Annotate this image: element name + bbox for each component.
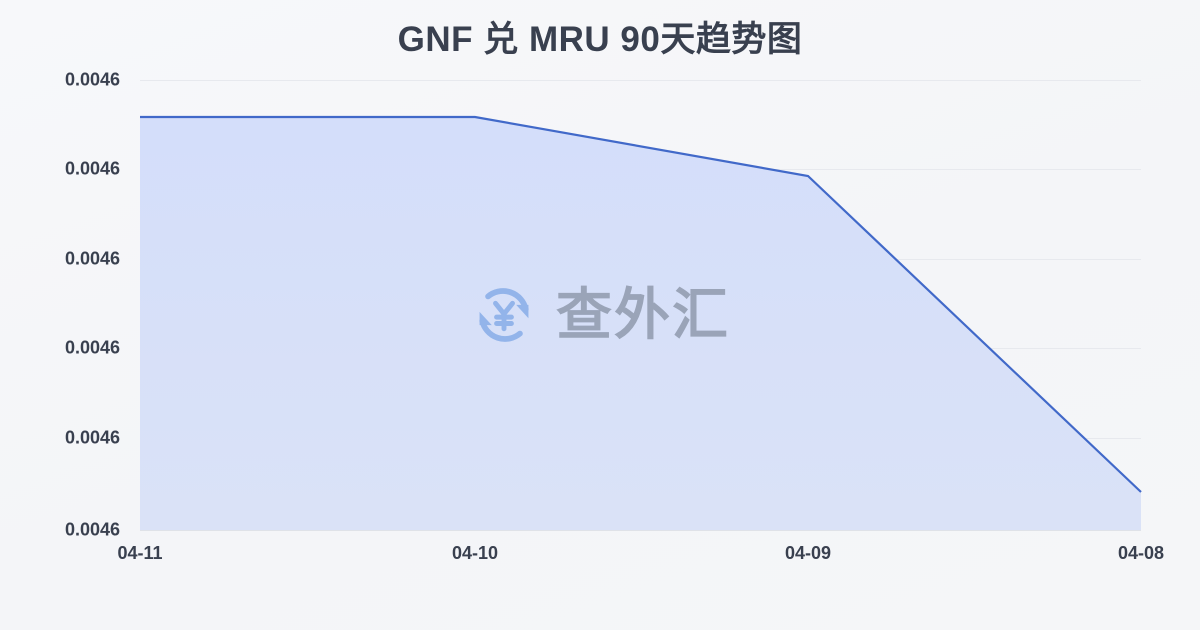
x-axis-tick-label: 04-09 <box>784 543 832 563</box>
x-axis-tick-label: 04-10 <box>451 543 499 563</box>
x-axis-tick-label: 04-11 <box>117 543 163 563</box>
gridline <box>140 530 1141 531</box>
gridline <box>140 348 1141 349</box>
gridline <box>140 169 1141 170</box>
y-axis-tick-label: 0.0046 <box>64 69 120 90</box>
y-axis-tick-label: 0.0046 <box>64 337 120 358</box>
plot-area <box>140 80 1141 531</box>
gridline <box>140 259 1141 260</box>
y-axis-tick-label: 0.0046 <box>64 158 120 179</box>
y-axis-tick-label: 0.0046 <box>64 248 120 269</box>
y-axis-tick-label: 0.0046 <box>64 427 120 448</box>
gridline <box>140 80 1141 81</box>
x-axis-tick-label: 04-08 <box>1117 543 1165 563</box>
y-axis-tick-label: 0.0046 <box>64 519 120 540</box>
gridline <box>140 438 1141 439</box>
chart-title: GNF 兑 MRU 90天趋势图 <box>397 20 803 59</box>
